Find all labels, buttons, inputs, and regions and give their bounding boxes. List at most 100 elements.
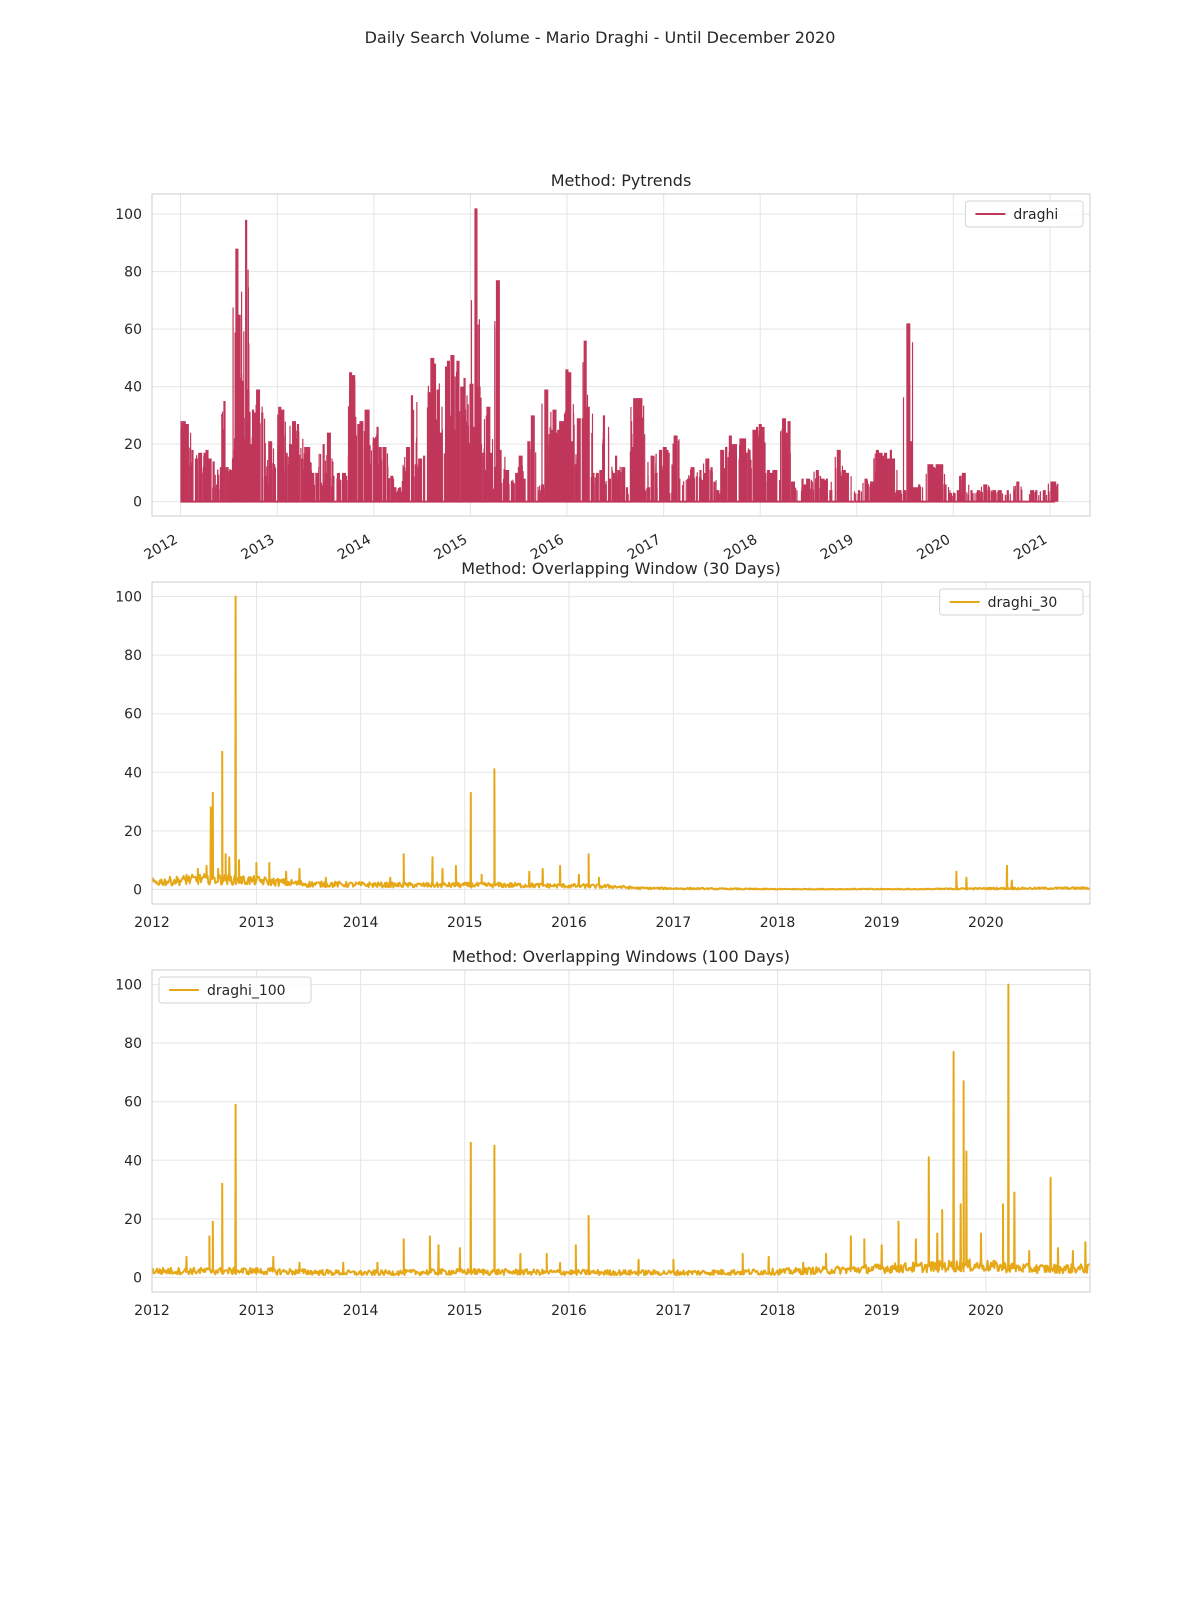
spike-mark: [983, 484, 988, 502]
spike-mark: [768, 472, 773, 502]
spike-mark: [884, 452, 888, 502]
spike-mark: [758, 424, 762, 502]
spike-mark: [785, 432, 788, 502]
spike-mark: [903, 490, 907, 502]
x-tick-label: 2016: [551, 915, 587, 931]
spike-mark: [745, 452, 748, 502]
spike-mark: [544, 389, 549, 502]
spike-mark: [1030, 490, 1035, 502]
spike-mark: [268, 441, 273, 502]
series-line: [152, 983, 1090, 1277]
spike-mark: [864, 478, 868, 502]
series-draghi_30: [152, 595, 1090, 891]
spike-mark: [300, 458, 304, 502]
spike-mark: [392, 487, 397, 502]
spike-mark: [180, 421, 183, 502]
spike-mark: [943, 484, 947, 502]
y-tick-label: 100: [115, 978, 142, 994]
spike-mark: [595, 472, 599, 502]
y-tick-label: 0: [133, 882, 142, 898]
x-tick-label: 2018: [760, 915, 796, 931]
y-tick-label: 20: [124, 437, 142, 453]
spike-mark: [690, 467, 695, 502]
spike-mark: [382, 447, 387, 502]
spike-mark: [961, 472, 966, 502]
x-tick-label: 2013: [239, 915, 275, 931]
spike-mark: [238, 378, 241, 502]
spike-mark: [436, 389, 440, 502]
spike-mark: [552, 409, 557, 502]
spike-mark: [728, 435, 732, 502]
chart-panel-1: Method: Pytrends 0 20 40 60 80 100 2012 2013 2014…: [115, 171, 1091, 564]
spike-mark: [815, 470, 819, 502]
x-tick-label: 2015: [447, 1303, 483, 1319]
y-tick-label: 0: [133, 495, 142, 511]
x-tick-label: 2012: [134, 915, 170, 931]
spike-mark: [240, 380, 244, 502]
x-tick-label: 2020: [968, 1303, 1004, 1319]
x-tick-label: 2012: [134, 1303, 170, 1319]
spike-mark: [970, 490, 973, 502]
y-tick-label: 80: [124, 648, 142, 664]
spike-mark: [567, 372, 572, 502]
y-tick-label: 60: [124, 707, 142, 723]
x-tick-label: 2014: [335, 532, 374, 564]
spike-mark: [895, 490, 900, 502]
series-draghi: [180, 208, 1059, 503]
x-tick-label: 2014: [343, 1303, 379, 1319]
spike-mark: [929, 464, 934, 502]
spike-mark: [191, 449, 194, 502]
spike-mark: [734, 444, 738, 502]
spike-mark: [1016, 481, 1020, 502]
x-tick-label: 2015: [447, 915, 483, 931]
x-tick-label: 2021: [1011, 532, 1050, 564]
chart-panel-3: Method: Overlapping Windows (100 Days) 0 2…: [115, 947, 1091, 1319]
spike-mark: [662, 447, 667, 502]
series-line: [152, 595, 1090, 891]
x-tick-label: 2016: [551, 1303, 587, 1319]
y-tick-label: 40: [124, 1153, 142, 1169]
y-tick-label: 100: [115, 207, 142, 223]
spike-mark: [625, 487, 629, 502]
spike-mark: [541, 484, 545, 502]
spike-mark: [357, 424, 361, 502]
x-tick-label: 2019: [818, 532, 857, 564]
spike-mark: [570, 441, 574, 502]
spike-mark: [976, 490, 980, 502]
spike-mark: [650, 455, 655, 502]
spike-mark: [354, 435, 357, 502]
spike-mark: [229, 470, 234, 502]
spike-mark: [390, 475, 394, 502]
y-tick-label: 40: [124, 380, 142, 396]
spike-mark: [932, 467, 936, 502]
spike-mark: [351, 375, 356, 502]
spike-mark: [658, 449, 663, 502]
legend: draghi_30: [939, 588, 1084, 616]
spike-mark: [502, 478, 507, 502]
spike-mark: [858, 490, 861, 502]
spike-mark: [372, 438, 377, 502]
spike-mark: [474, 208, 478, 502]
legend-box: [939, 588, 1084, 616]
spike-mark: [810, 481, 813, 502]
legend-box: [964, 200, 1084, 228]
spike-mark: [607, 478, 612, 502]
plot-frame: [151, 193, 1091, 517]
spike-mark: [997, 490, 1002, 502]
spike-mark: [678, 478, 681, 502]
spike-mark: [446, 360, 450, 502]
y-tick-label: 80: [124, 265, 142, 281]
spike-mark: [414, 464, 418, 502]
spike-mark: [307, 447, 311, 502]
legend-label: draghi_30: [988, 595, 1058, 611]
y-tick-label: 20: [124, 824, 142, 840]
legend: draghi: [964, 200, 1084, 228]
x-tick-label: 2013: [238, 532, 277, 564]
x-tick-label: 2019: [864, 1303, 900, 1319]
spike-mark: [791, 481, 796, 502]
spike-mark: [194, 458, 198, 502]
plot-frame: [151, 969, 1091, 1293]
spike-mark: [280, 409, 285, 502]
spike-mark: [806, 478, 811, 502]
